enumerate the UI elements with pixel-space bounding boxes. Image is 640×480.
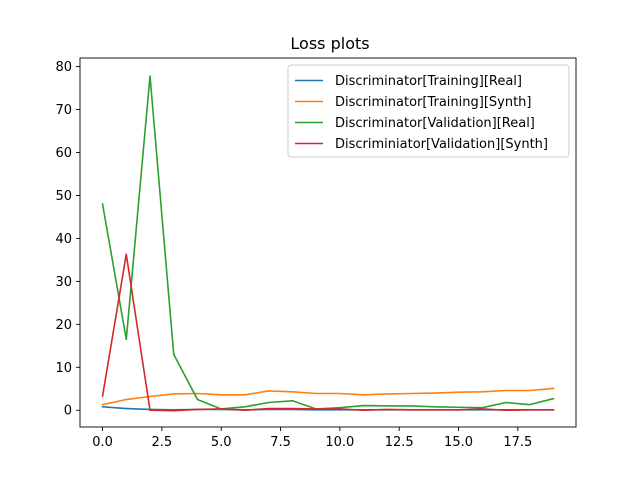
x-tick-label: 17.5: [503, 435, 532, 450]
x-tick-label: 5.0: [211, 435, 232, 450]
y-tick-label: 70: [55, 103, 72, 118]
legend-label-2: Discriminator[Validation][Real]: [335, 116, 535, 131]
legend-box: [287, 64, 570, 158]
x-tick-label: 15.0: [444, 435, 473, 450]
legend-label-3: Discriminiator[Validation][Synth]: [335, 137, 548, 152]
series-layer: [101, 75, 555, 412]
x-tick-label: 12.5: [385, 435, 414, 450]
legend-label-1: Discriminator[Training][Synth]: [335, 95, 531, 110]
axes-layer: 0.0 2.5 5.0 7.5 10.0 12.5 15.0 17.5 0 10 20 30 40 50 6…: [55, 57, 577, 450]
series-line-3: [101, 253, 555, 412]
y-tick-label: 10: [55, 361, 72, 376]
chart-title: Loss plots: [290, 34, 369, 53]
series-line-1: [101, 387, 555, 406]
x-tick-label: 0.0: [92, 435, 113, 450]
x-tick-label: 10.0: [325, 435, 354, 450]
plot-frame: [79, 57, 577, 428]
y-tick-label: 80: [55, 60, 72, 75]
y-tick-label: 30: [55, 275, 72, 290]
x-tick-label: 2.5: [152, 435, 173, 450]
y-tick-label: 20: [55, 318, 72, 333]
y-tick-label: 0: [64, 404, 72, 419]
legend-label-0: Discriminator[Training][Real]: [335, 74, 522, 89]
y-tick-label: 40: [55, 232, 72, 247]
y-tick-label: 60: [55, 146, 72, 161]
x-tick-label: 7.5: [270, 435, 291, 450]
legend: Discriminator[Training][Real] Discriminat…: [287, 64, 570, 158]
y-tick-label: 50: [55, 189, 72, 204]
